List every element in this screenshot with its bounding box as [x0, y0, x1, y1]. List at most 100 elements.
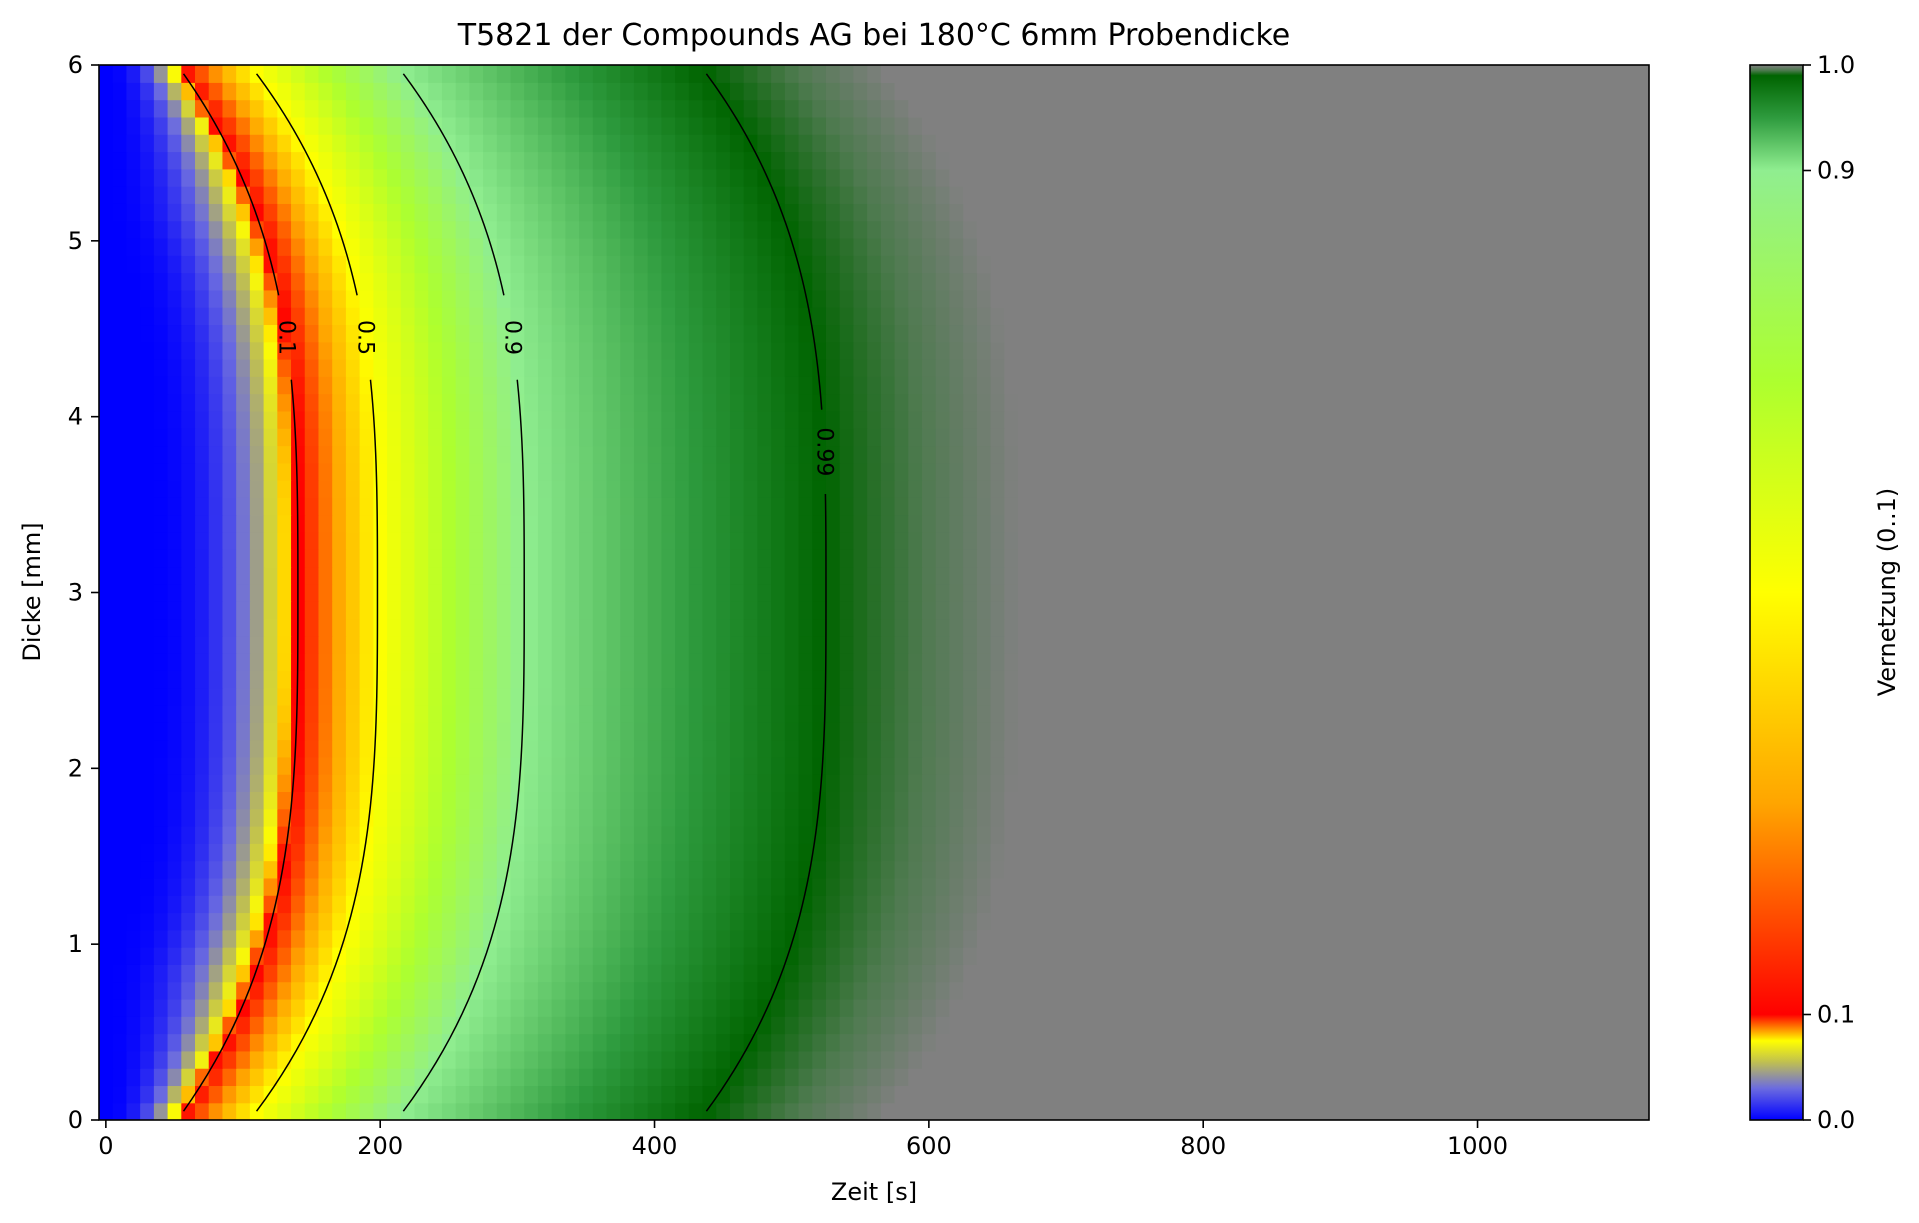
heatmap-cell	[1210, 722, 1225, 741]
heatmap-cell	[441, 583, 457, 602]
heatmap-cell	[153, 1050, 169, 1069]
heatmap-cell	[318, 704, 333, 723]
heatmap-cell	[1210, 1085, 1225, 1104]
heatmap-cell	[579, 825, 594, 844]
heatmap-cell	[1045, 791, 1060, 810]
heatmap-cell	[1059, 549, 1074, 568]
heatmap-cell	[304, 895, 320, 914]
heatmap-cell	[441, 635, 457, 654]
heatmap-cell	[1374, 998, 1389, 1017]
heatmap-cell	[620, 393, 635, 412]
heatmap-cell	[496, 774, 512, 792]
heatmap-cell	[908, 860, 923, 879]
heatmap-cell	[99, 497, 114, 516]
heatmap-cell	[1456, 445, 1472, 464]
heatmap-cell	[1045, 756, 1060, 775]
heatmap-cell	[963, 843, 978, 862]
heatmap-cell	[195, 1016, 210, 1035]
heatmap-cell	[1333, 1102, 1348, 1120]
heatmap-cell	[1127, 1016, 1143, 1035]
heatmap-cell	[1525, 739, 1540, 758]
heatmap-cell	[1018, 843, 1033, 862]
heatmap-cell	[1525, 531, 1540, 550]
heatmap-cell	[1223, 393, 1239, 412]
heatmap-cell	[565, 549, 580, 568]
heatmap-cell	[1594, 912, 1609, 931]
heatmap-cell	[400, 756, 416, 775]
heatmap-cell	[483, 480, 498, 498]
heatmap-cell	[1182, 635, 1197, 654]
heatmap-cell	[304, 739, 320, 758]
heatmap-cell	[922, 877, 937, 896]
heatmap-cell	[1580, 687, 1595, 706]
heatmap-cell	[195, 998, 210, 1017]
heatmap-cell	[771, 895, 786, 914]
heatmap-cell	[1100, 566, 1115, 585]
heatmap-cell	[606, 929, 621, 948]
heatmap-cell	[853, 825, 868, 844]
heatmap-cell	[867, 410, 882, 429]
heatmap-cell	[1237, 1068, 1252, 1087]
heatmap-cell	[483, 756, 498, 775]
heatmap-cell	[441, 687, 457, 706]
heatmap-cell	[1223, 998, 1239, 1017]
heatmap-cell	[1456, 964, 1472, 983]
heatmap-cell	[565, 929, 580, 948]
heatmap-cell	[1484, 998, 1499, 1017]
heatmap-cell	[908, 808, 923, 827]
heatmap-cell	[551, 929, 566, 948]
heatmap-cell	[1470, 929, 1485, 948]
heatmap-cell	[208, 393, 224, 412]
heatmap-cell	[249, 462, 265, 481]
heatmap-cell	[579, 722, 594, 741]
heatmap-cell	[1114, 376, 1129, 395]
heatmap-cell	[1415, 428, 1431, 447]
heatmap-cell	[1333, 428, 1348, 447]
heatmap-cell	[743, 929, 759, 948]
heatmap-cell	[1525, 756, 1540, 775]
heatmap-cell	[373, 947, 388, 965]
heatmap-cell	[1292, 635, 1307, 654]
heatmap-cell	[647, 687, 662, 706]
heatmap-cell	[249, 549, 265, 568]
heatmap-cell	[455, 445, 470, 464]
heatmap-cell	[1333, 1085, 1348, 1104]
heatmap-cell	[1223, 480, 1239, 498]
heatmap-cell	[441, 704, 457, 723]
heatmap-cell	[1306, 877, 1321, 896]
heatmap-cell	[332, 514, 347, 533]
heatmap-cell	[291, 791, 306, 810]
heatmap-cell	[1100, 635, 1115, 654]
heatmap-cell	[167, 514, 182, 533]
heatmap-cell	[1388, 566, 1403, 585]
heatmap-cell	[688, 791, 704, 810]
heatmap-cell	[688, 393, 704, 412]
heatmap-cell	[784, 756, 800, 775]
heatmap-cell	[771, 549, 786, 568]
heatmap-cell	[1223, 445, 1239, 464]
heatmap-cell	[1155, 549, 1170, 568]
heatmap-cell	[1031, 376, 1047, 395]
heatmap-cell	[373, 774, 388, 792]
heatmap-cell	[1278, 825, 1293, 844]
heatmap-cell	[1511, 1102, 1527, 1120]
heatmap-cell	[592, 687, 608, 706]
heatmap-cell	[661, 739, 676, 758]
heatmap-cell	[1621, 774, 1636, 792]
heatmap-cell	[524, 480, 539, 498]
heatmap-cell	[620, 670, 635, 689]
heatmap-cell	[784, 722, 800, 741]
heatmap-cell	[620, 895, 635, 914]
heatmap-cell	[1210, 359, 1225, 377]
heatmap-cell	[1566, 566, 1582, 585]
heatmap-cell	[469, 756, 484, 775]
heatmap-cell	[222, 860, 237, 879]
heatmap-cell	[1429, 877, 1444, 896]
heatmap-cell	[976, 860, 992, 879]
heatmap-cell	[757, 583, 772, 602]
heatmap-cell	[812, 1102, 827, 1120]
heatmap-cell	[1168, 480, 1184, 498]
heatmap-cell	[140, 341, 155, 360]
heatmap-cell	[400, 376, 416, 395]
heatmap-cell	[99, 480, 114, 498]
